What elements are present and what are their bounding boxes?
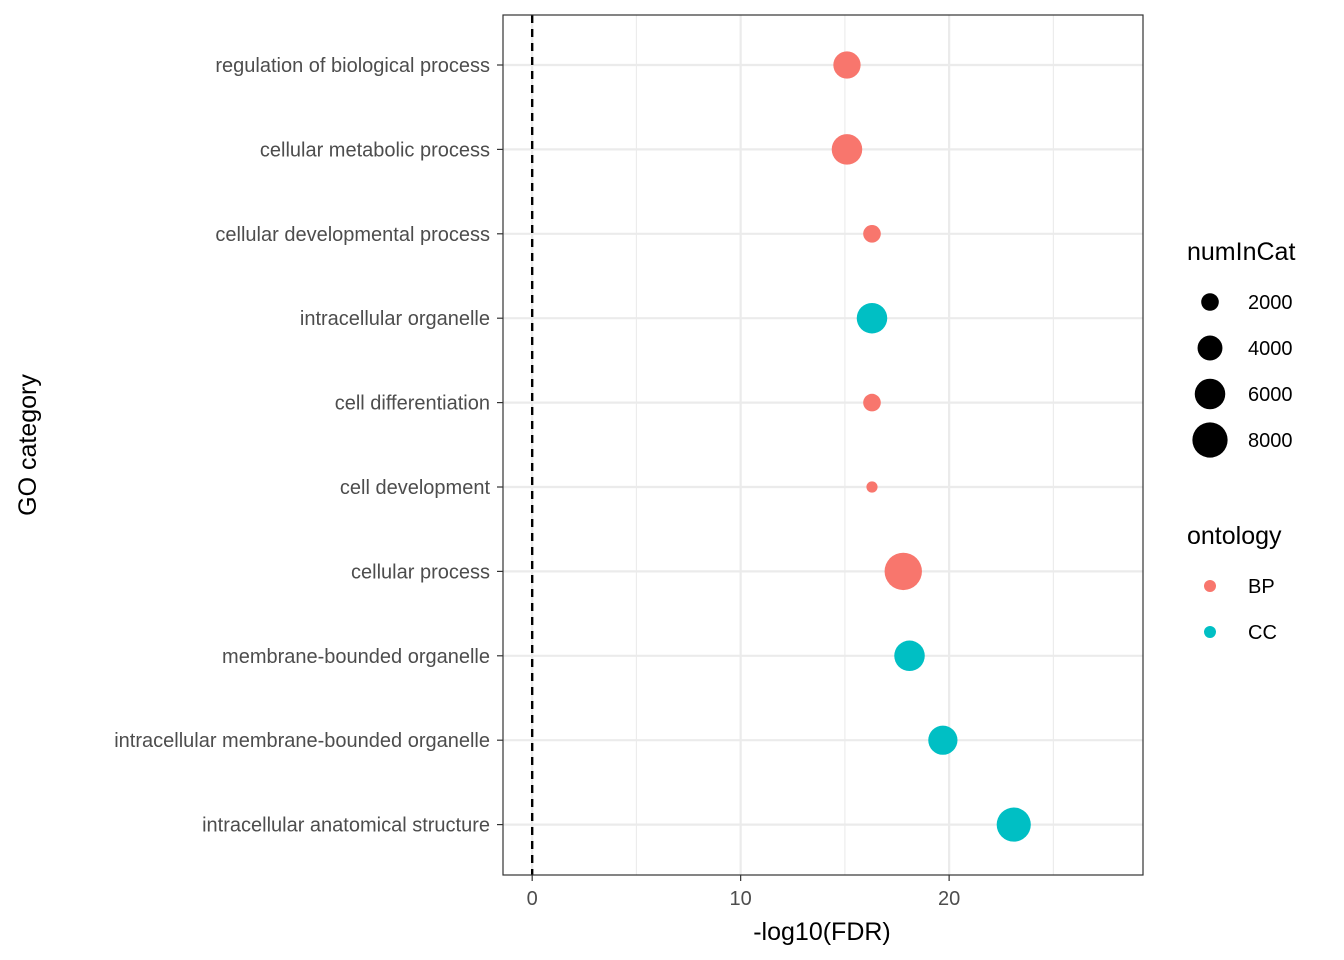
color-legend-title: ontology xyxy=(1187,522,1282,550)
grid-layer xyxy=(503,15,1143,875)
x-tick-label: 0 xyxy=(527,888,538,910)
size-legend-key xyxy=(1201,293,1219,311)
axis-layer: regulation of biological process cellular… xyxy=(114,55,960,910)
x-tick-label: 20 xyxy=(938,888,960,910)
color-legend-label: BP xyxy=(1248,576,1275,598)
size-legend-label: 2000 xyxy=(1248,292,1293,314)
y-tick-label: cellular process xyxy=(351,561,490,583)
size-legend-title: numInCat xyxy=(1187,238,1295,266)
y-tick-label: intracellular membrane-bounded organelle xyxy=(114,730,490,752)
panel-border xyxy=(502,14,1144,876)
data-point xyxy=(996,807,1031,842)
color-legend-label: CC xyxy=(1248,622,1277,644)
color-legend-key xyxy=(1204,626,1216,638)
data-point xyxy=(833,51,861,79)
y-tick-label: intracellular organelle xyxy=(300,308,490,330)
size-legend-key xyxy=(1197,335,1223,361)
size-legend-label: 8000 xyxy=(1248,430,1293,452)
y-tick-label: cellular metabolic process xyxy=(260,139,490,161)
y-axis-title: GO category xyxy=(14,374,42,516)
x-tick-label: 10 xyxy=(730,888,752,910)
data-point xyxy=(884,552,922,591)
y-tick-label: regulation of biological process xyxy=(215,55,490,77)
x-axis-title: -log10(FDR) xyxy=(753,918,891,946)
data-point xyxy=(856,302,888,334)
y-tick-label: cellular developmental process xyxy=(215,224,490,246)
y-tick-label: cell development xyxy=(340,477,491,499)
y-tick-label: membrane-bounded organelle xyxy=(222,646,490,668)
y-tick-label: cell differentiation xyxy=(335,393,490,415)
data-point xyxy=(866,481,878,493)
size-legend-label: 4000 xyxy=(1248,338,1293,360)
y-tick-label: intracellular anatomical structure xyxy=(202,815,490,837)
color-legend: ontology BP CC xyxy=(1187,522,1282,644)
data-point xyxy=(894,640,925,672)
size-legend-key xyxy=(1194,378,1226,410)
color-legend-key xyxy=(1204,580,1216,592)
size-legend-key xyxy=(1192,422,1228,458)
size-legend: numInCat 2000 4000 6000 8000 xyxy=(1187,238,1295,458)
data-point xyxy=(928,725,958,755)
data-point xyxy=(831,134,863,165)
data-point xyxy=(863,393,881,412)
data-point xyxy=(863,224,881,243)
points-layer xyxy=(831,51,1031,842)
size-legend-label: 6000 xyxy=(1248,384,1293,406)
